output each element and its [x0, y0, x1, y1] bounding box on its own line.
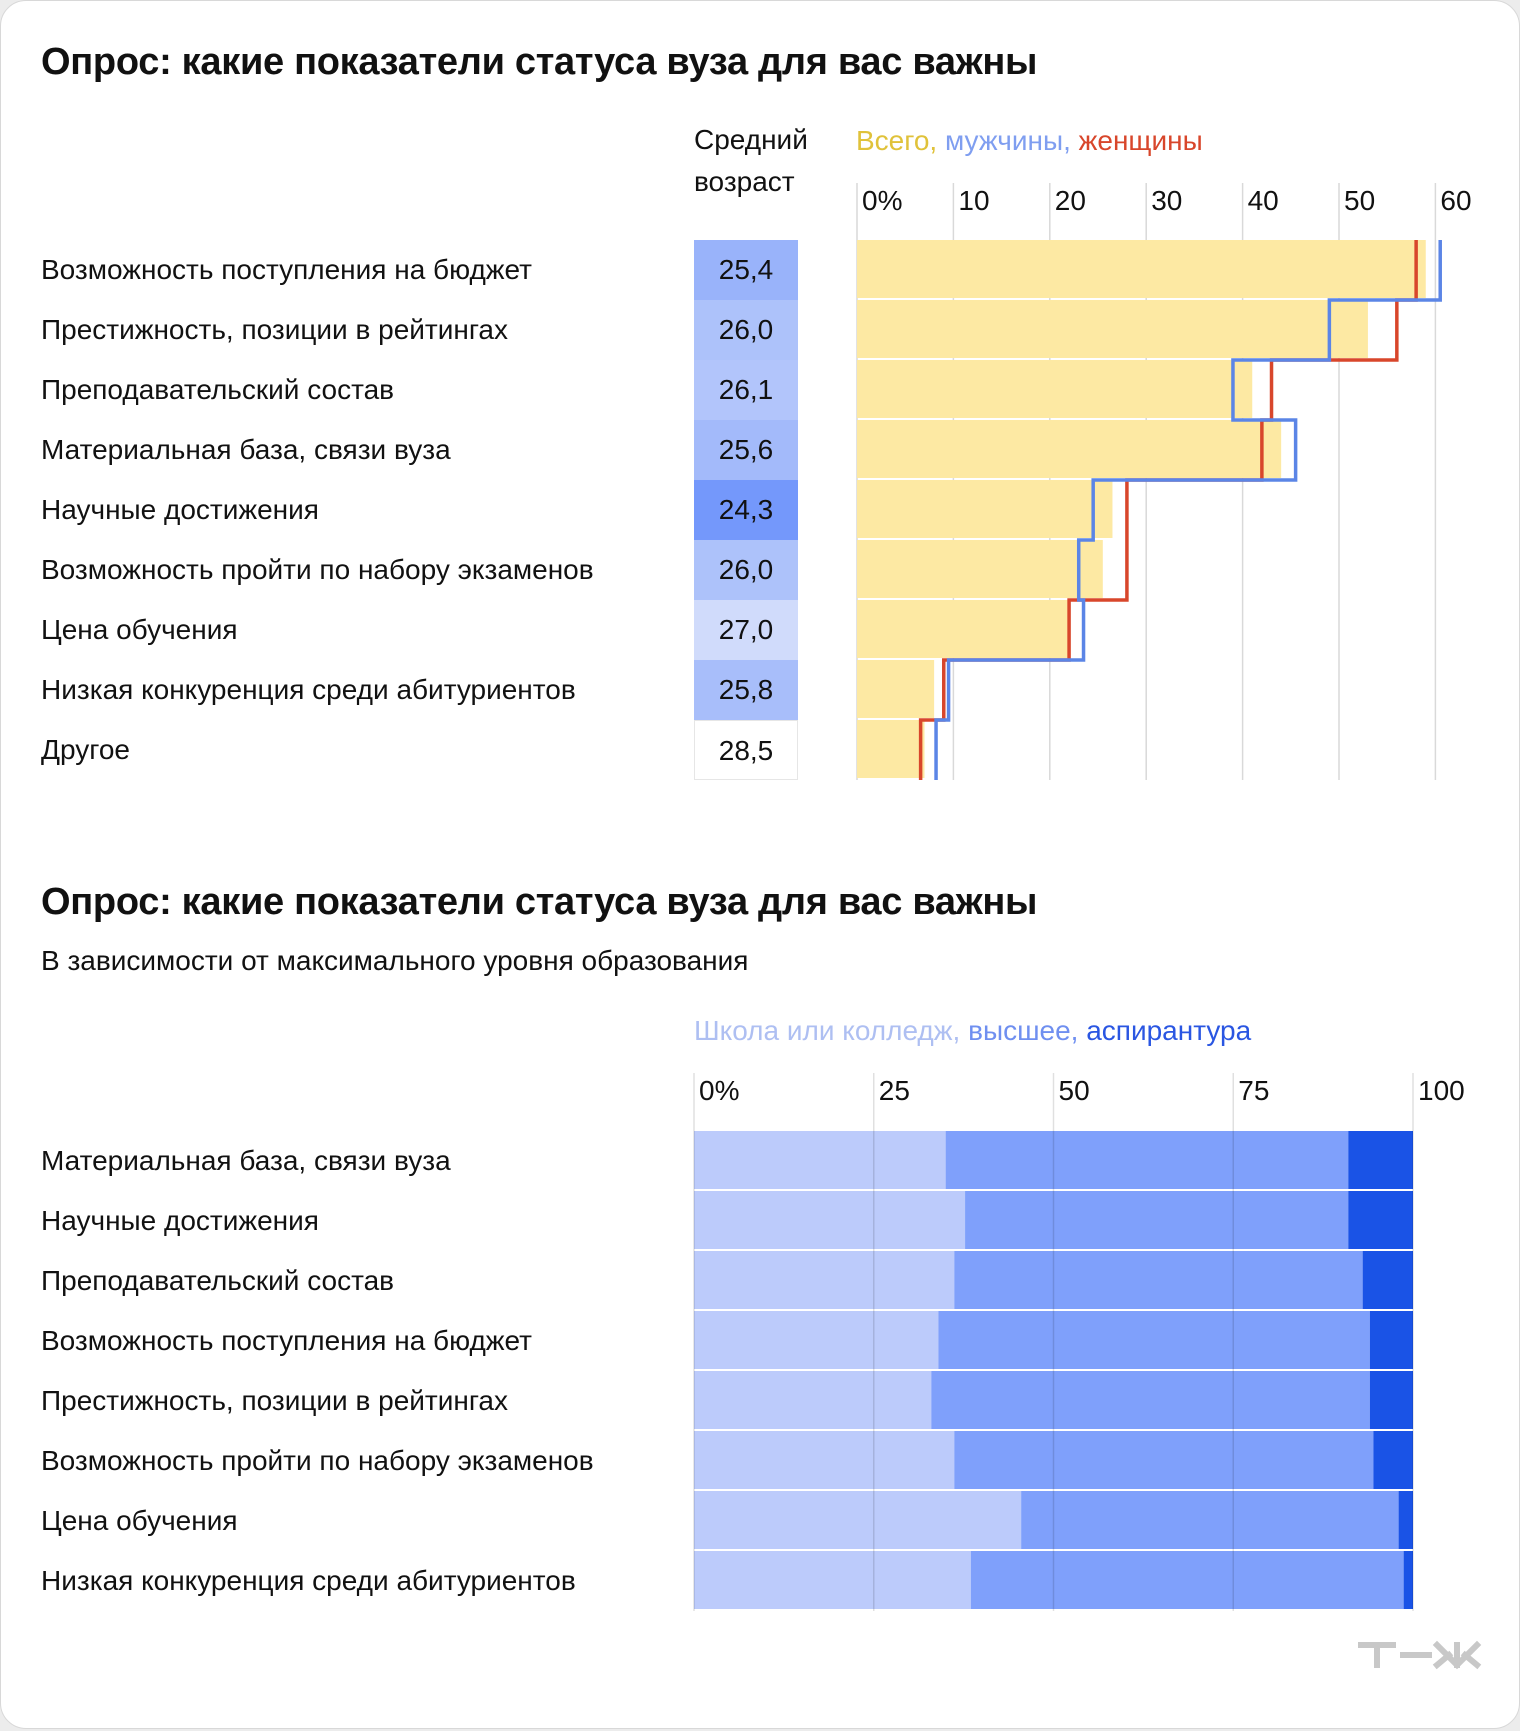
chart2-bar-1-2 [954, 1251, 1363, 1309]
chart1-legend-1: мужчины, [944, 125, 1079, 156]
chart1-age-cell-7: 25,8 [694, 660, 798, 720]
chart2-bar-2-7 [1403, 1551, 1413, 1609]
chart1-bar-total-3 [857, 420, 1282, 478]
chart1-category-label-2: Преподавательский состав [41, 374, 395, 405]
chart2-category-label-6: Цена обучения [41, 1505, 238, 1536]
chart2-bar-2-4 [1369, 1371, 1413, 1429]
chart2-bar-2-0 [1348, 1131, 1413, 1189]
chart2-category-label-2: Преподавательский состав [41, 1265, 395, 1296]
chart2-bar-0-5 [694, 1431, 955, 1489]
age-header-line1: Средний [694, 124, 808, 155]
chart2-category-label-5: Возможность пройти по набору экзаменов [41, 1445, 594, 1476]
chart2-x-tick-2: 50 [1058, 1075, 1090, 1106]
chart1-bar-total-0 [857, 240, 1426, 298]
chart2-bar-1-4 [931, 1371, 1370, 1429]
chart1-bar-total-1 [857, 300, 1368, 358]
chart1-age-cell-1: 26,0 [694, 300, 798, 360]
chart1-bar-total-5 [857, 540, 1103, 598]
chart2-x-tick-3: 75 [1238, 1075, 1270, 1106]
chart2-bar-2-5 [1373, 1431, 1413, 1489]
chart2-legend-1: высшее, [968, 1015, 1087, 1046]
chart2-bar-1-5 [954, 1431, 1374, 1489]
chart1-category-label-0: Возможность поступления на бюджет [41, 254, 532, 285]
chart2-legend: Школа или колледж, высшее, аспирантура [694, 1015, 1251, 1047]
chart2-title: Опрос: какие показатели статуса вуза для… [41, 881, 1038, 923]
chart1-age-cell-2: 26,1 [694, 360, 798, 420]
chart2-bar-2-2 [1362, 1251, 1413, 1309]
chart1-legend: Всего, мужчины, женщины [856, 125, 1203, 157]
chart1-age-cell-3: 25,6 [694, 420, 798, 480]
chart1-legend-0: Всего, [856, 125, 945, 156]
tzh-logo [1357, 1640, 1482, 1674]
chart1-line-men [934, 240, 1442, 780]
chart2-category-label-7: Низкая конкуренция среди абитуриентов [41, 1565, 576, 1596]
chart2-category-label-0: Материальная база, связи вуза [41, 1145, 451, 1176]
chart2-bar-1-6 [1021, 1491, 1399, 1549]
chart2-bar-1-7 [970, 1551, 1404, 1609]
tzh-logo-mark [1358, 1640, 1482, 1670]
chart1-age-cell-0: 25,4 [694, 240, 798, 300]
chart1-age-cell-5: 26,0 [694, 540, 798, 600]
chart1-age-cell-4: 24,3 [694, 480, 798, 540]
chart2-bar-0-2 [694, 1251, 955, 1309]
chart2-legend-0: Школа или колледж, [694, 1015, 969, 1046]
chart1-category-label-6: Цена обучения [41, 614, 238, 645]
chart2-bar-2-3 [1369, 1311, 1413, 1369]
chart2-bar-0-1 [694, 1191, 966, 1249]
chart2-bar-0-0 [694, 1131, 946, 1189]
chart1-legend-2: женщины [1078, 125, 1203, 156]
chart1-category-label-3: Материальная база, связи вуза [41, 434, 451, 465]
chart1-x-tick-1: 10 [958, 185, 990, 216]
chart2-bar-2-6 [1398, 1491, 1413, 1549]
chart1-title: Опрос: какие показатели статуса вуза для… [41, 41, 1038, 83]
chart1-bar-total-7 [857, 660, 935, 718]
chart1-category-label-5: Возможность пройти по набору экзаменов [41, 554, 594, 585]
chart1-x-tick-5: 50 [1344, 185, 1376, 216]
chart2-x-tick-4: 100 [1418, 1075, 1465, 1106]
chart1-category-label-7: Низкая конкуренция среди абитуриентов [41, 674, 576, 705]
age-column-header: Средний возраст [694, 119, 808, 203]
chart1-x-tick-2: 20 [1054, 185, 1086, 216]
chart2-bar-0-6 [694, 1491, 1022, 1549]
chart1-x-tick-0: 0% [862, 185, 903, 216]
chart2-category-label-4: Престижность, позиции в рейтингах [41, 1385, 509, 1416]
chart1-x-tick-3: 30 [1151, 185, 1183, 216]
chart1-x-tick-6: 60 [1440, 185, 1472, 216]
age-header-line2: возраст [694, 166, 795, 197]
chart1-category-label-1: Престижность, позиции в рейтингах [41, 314, 509, 345]
chart1-bar-total-8 [857, 720, 925, 778]
chart1-bar-total-6 [857, 600, 1070, 658]
chart2-bar-1-3 [938, 1311, 1370, 1369]
chart2-bar-0-7 [694, 1551, 971, 1609]
chart2-bar-2-1 [1348, 1191, 1413, 1249]
chart2-x-tick-1: 25 [878, 1075, 910, 1106]
chart2-category-label-3: Возможность поступления на бюджет [41, 1325, 532, 1356]
chart2-category-label-1: Научные достижения [41, 1205, 319, 1236]
chart1-bar-total-2 [857, 360, 1253, 418]
chart1-category-label-8: Другое [41, 734, 130, 765]
chart1-bar-total-4 [857, 480, 1113, 538]
chart2-bar-0-4 [694, 1371, 932, 1429]
chart1-plot [856, 183, 1442, 780]
chart2-bar-1-0 [945, 1131, 1349, 1189]
chart1-age-cell-6: 27,0 [694, 600, 798, 660]
chart2-bar-0-3 [694, 1311, 939, 1369]
chart1-category-label-4: Научные достижения [41, 494, 319, 525]
chart2-legend-2: аспирантура [1086, 1015, 1252, 1046]
chart1-x-tick-4: 40 [1247, 185, 1279, 216]
chart2-x-tick-0: 0% [699, 1075, 740, 1106]
chart1-age-cell-8: 28,5 [694, 720, 798, 780]
chart2-subtitle: В зависимости от максимального уровня об… [41, 945, 749, 976]
chart2-bar-1-1 [965, 1191, 1349, 1249]
